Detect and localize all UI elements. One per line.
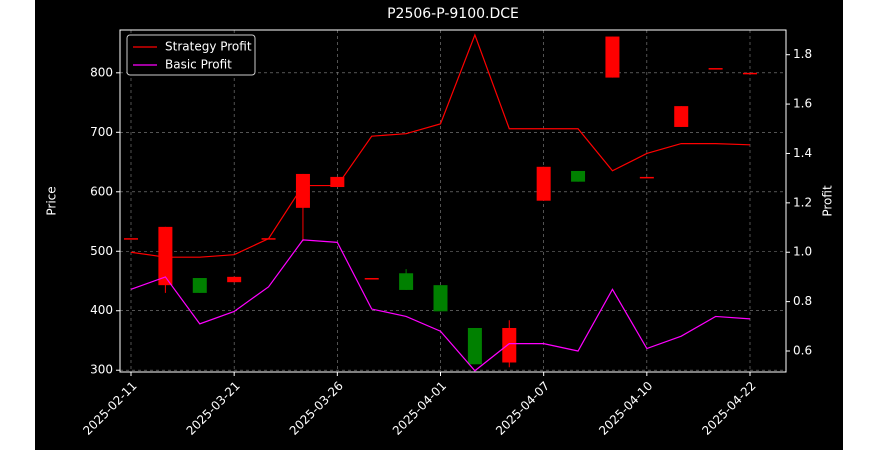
y-tick-label: 300 xyxy=(90,363,113,377)
candle-body xyxy=(330,176,345,188)
chart-title: P2506-P-9100.DCE xyxy=(387,6,519,22)
candle-body xyxy=(399,273,414,290)
candle-body xyxy=(295,173,310,208)
plot-frame xyxy=(119,29,787,373)
candle-body xyxy=(192,278,207,293)
candle-body xyxy=(433,285,448,312)
candle-body xyxy=(571,170,586,182)
y2-tick-label: 1.4 xyxy=(793,146,812,160)
y-axis-label: Price xyxy=(45,186,59,215)
legend-label: Basic Profit xyxy=(165,58,232,72)
candle-body xyxy=(124,238,138,240)
candle-body xyxy=(639,176,654,179)
profit-line xyxy=(130,33,751,258)
y2-tick-label: 1.8 xyxy=(793,47,812,61)
y2-tick-label: 1.6 xyxy=(793,97,812,111)
candle-body xyxy=(708,68,723,70)
y2-tick-label: 0.8 xyxy=(793,294,812,308)
candle-body xyxy=(536,166,551,201)
candle-body xyxy=(227,276,242,283)
candle-body xyxy=(743,72,757,75)
y-tick-label: 600 xyxy=(90,184,113,198)
candle-body xyxy=(502,327,517,363)
candle-body xyxy=(158,226,173,286)
y-tick-label: 700 xyxy=(90,125,113,139)
candle-body xyxy=(364,278,379,280)
y-tick-label: 400 xyxy=(90,303,113,317)
legend-label: Strategy Profit xyxy=(165,40,252,54)
y-tick-label: 500 xyxy=(90,244,113,258)
y2-tick-label: 1.2 xyxy=(793,195,812,209)
y-tick-label: 800 xyxy=(90,65,113,79)
candle-body xyxy=(674,106,689,127)
candle-body xyxy=(605,36,620,78)
y2-tick-label: 1.0 xyxy=(793,245,812,259)
profit-line xyxy=(130,239,751,372)
candle-body xyxy=(467,327,482,365)
y2-tick-label: 0.6 xyxy=(793,344,812,358)
legend-box xyxy=(126,34,256,76)
y2-axis-label: Profit xyxy=(821,185,835,217)
